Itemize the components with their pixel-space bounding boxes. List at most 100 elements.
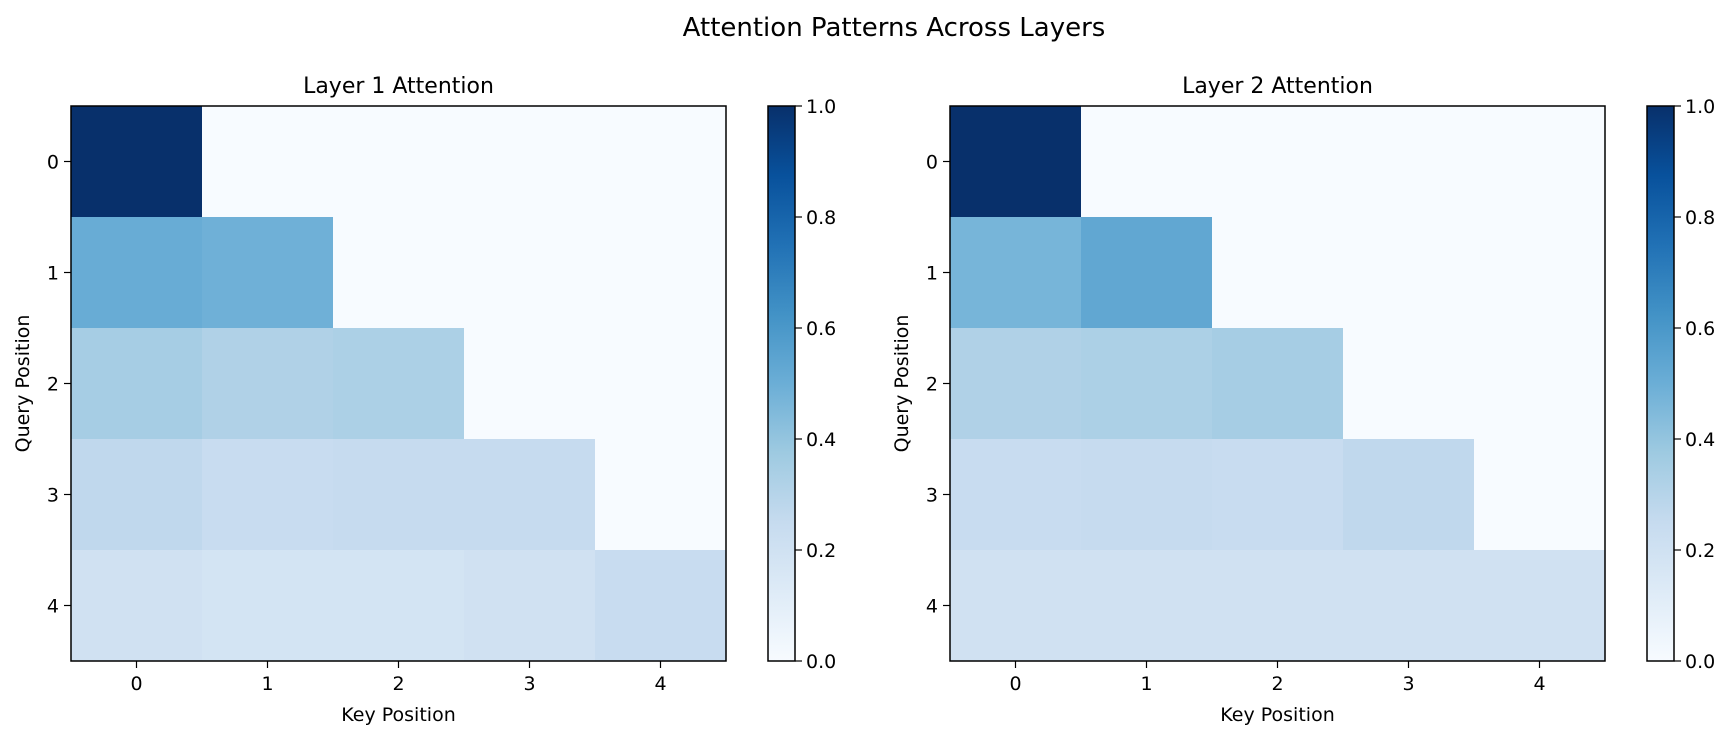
heatmap-cell-r4-c4 [1474,550,1606,662]
x-tick-label: 3 [1402,673,1414,695]
colorbar-tick-label: 0.8 [1685,207,1715,229]
heatmap-cell-r2-c3 [464,328,596,440]
y-axis-label: Query Position [12,315,34,453]
heatmap-cell-r3-c2 [333,439,465,551]
y-tick-label: 1 [926,263,938,285]
heatmap-cell-r0-c0 [950,106,1082,218]
heatmap-cells [71,106,727,662]
y-tick-label: 0 [47,152,59,174]
heatmap-cell-r1-c2 [1212,217,1344,329]
heatmap-cell-r2-c0 [950,328,1082,440]
heatmap-cell-r0-c1 [1081,106,1213,218]
heatmap-cell-r3-c4 [595,439,727,551]
y-axis-label: Query Position [891,315,913,453]
heatmap-cell-r1-c4 [595,217,727,329]
heatmap-cell-r0-c2 [1212,106,1344,218]
panel-title: Layer 2 Attention [1182,74,1373,99]
heatmap-cell-r2-c2 [333,328,465,440]
x-tick-label: 0 [130,673,142,695]
colorbar-tick-label: 1.0 [806,96,836,118]
heatmap-cell-r2-c3 [1343,328,1475,440]
x-axis-label: Key Position [341,704,455,726]
heatmap-cell-r1-c0 [950,217,1082,329]
heatmap-cell-r2-c2 [1212,328,1344,440]
colorbar-tick-label: 0.8 [806,207,836,229]
colorbar-ticks: 0.0 0.2 0.4 0.6 0.8 1.0 [795,96,836,673]
heatmap-cell-r3-c1 [202,439,334,551]
heatmap-cell-r4-c0 [950,550,1082,662]
heatmap-cell-r1-c3 [464,217,596,329]
heatmap-cell-r0-c4 [1474,106,1606,218]
y-tick-label: 4 [926,596,938,618]
heatmap-cell-r3-c3 [464,439,596,551]
colorbar-tick-label: 0.0 [1685,651,1715,673]
heatmap-cell-r1-c2 [333,217,465,329]
heatmap-cell-r2-c4 [1474,328,1606,440]
colorbar-tick-label: 0.6 [1685,318,1715,340]
heatmap-cell-r3-c2 [1212,439,1344,551]
heatmap-cell-r4-c1 [1081,550,1213,662]
heatmap-cell-r4-c4 [595,550,727,662]
heatmap-cell-r1-c3 [1343,217,1475,329]
heatmap-cells [950,106,1606,662]
heatmap-cell-r4-c3 [464,550,596,662]
heatmap-cell-r3-c0 [950,439,1082,551]
x-tick-label: 4 [654,673,666,695]
x-tick-label: 1 [261,673,273,695]
x-tick-label: 3 [523,673,535,695]
colorbar-ticks: 0.0 0.2 0.4 0.6 0.8 1.0 [1674,96,1715,673]
x-axis-ticks: 0 1 2 3 4 [1009,661,1546,695]
y-axis-ticks: 0 1 2 3 4 [926,152,950,618]
colorbar-tick-label: 0.2 [1685,540,1715,562]
heatmap-cell-r3-c4 [1474,439,1606,551]
heatmap-cell-r2-c1 [202,328,334,440]
colorbar-tick-label: 0.6 [806,318,836,340]
heatmap-cell-r2-c1 [1081,328,1213,440]
x-tick-label: 2 [392,673,404,695]
heatmap-cell-r4-c0 [71,550,203,662]
y-tick-label: 2 [47,374,59,396]
panel-layer-2: Layer 2 Attention 0 1 2 3 4 0 1 2 3 4 Key Positi… [891,74,1715,726]
heatmap-cell-r3-c1 [1081,439,1213,551]
x-tick-label: 2 [1271,673,1283,695]
heatmap-cell-r1-c4 [1474,217,1606,329]
heatmap-cell-r2-c4 [595,328,727,440]
colorbar-tick-label: 0.2 [806,540,836,562]
y-tick-label: 3 [47,485,59,507]
heatmap-cell-r1-c1 [1081,217,1213,329]
colorbar-tick-label: 0.0 [806,651,836,673]
y-tick-label: 0 [926,152,938,174]
x-tick-label: 1 [1140,673,1152,695]
x-tick-label: 4 [1533,673,1545,695]
heatmap-cell-r0-c1 [202,106,334,218]
x-tick-label: 0 [1009,673,1021,695]
x-axis-label: Key Position [1220,704,1334,726]
y-tick-label: 3 [926,485,938,507]
colorbar-tick-label: 0.4 [806,429,836,451]
colorbar-tick-label: 0.4 [1685,429,1715,451]
heatmap-cell-r3-c0 [71,439,203,551]
x-axis-ticks: 0 1 2 3 4 [130,661,667,695]
colorbar [767,105,796,662]
heatmap-cell-r4-c2 [1212,550,1344,662]
y-tick-label: 1 [47,263,59,285]
heatmap-cell-r0-c2 [333,106,465,218]
panel-layer-1: Layer 1 Attention 0 1 2 3 4 0 1 2 3 4 Key Positi… [12,74,836,726]
heatmap-cell-r0-c0 [71,106,203,218]
heatmap-cell-r1-c0 [71,217,203,329]
figure-title: Attention Patterns Across Layers [683,13,1106,43]
heatmap-cell-r4-c3 [1343,550,1475,662]
y-axis-ticks: 0 1 2 3 4 [47,152,71,618]
heatmap-cell-r0-c4 [595,106,727,218]
heatmap-cell-r4-c1 [202,550,334,662]
heatmap-cell-r0-c3 [464,106,596,218]
heatmap-cell-r0-c3 [1343,106,1475,218]
colorbar [1646,105,1675,662]
panel-title: Layer 1 Attention [303,74,494,99]
colorbar-tick-label: 1.0 [1685,96,1715,118]
heatmap-cell-r3-c3 [1343,439,1475,551]
y-tick-label: 4 [47,596,59,618]
y-tick-label: 2 [926,374,938,396]
heatmap-cell-r2-c0 [71,328,203,440]
